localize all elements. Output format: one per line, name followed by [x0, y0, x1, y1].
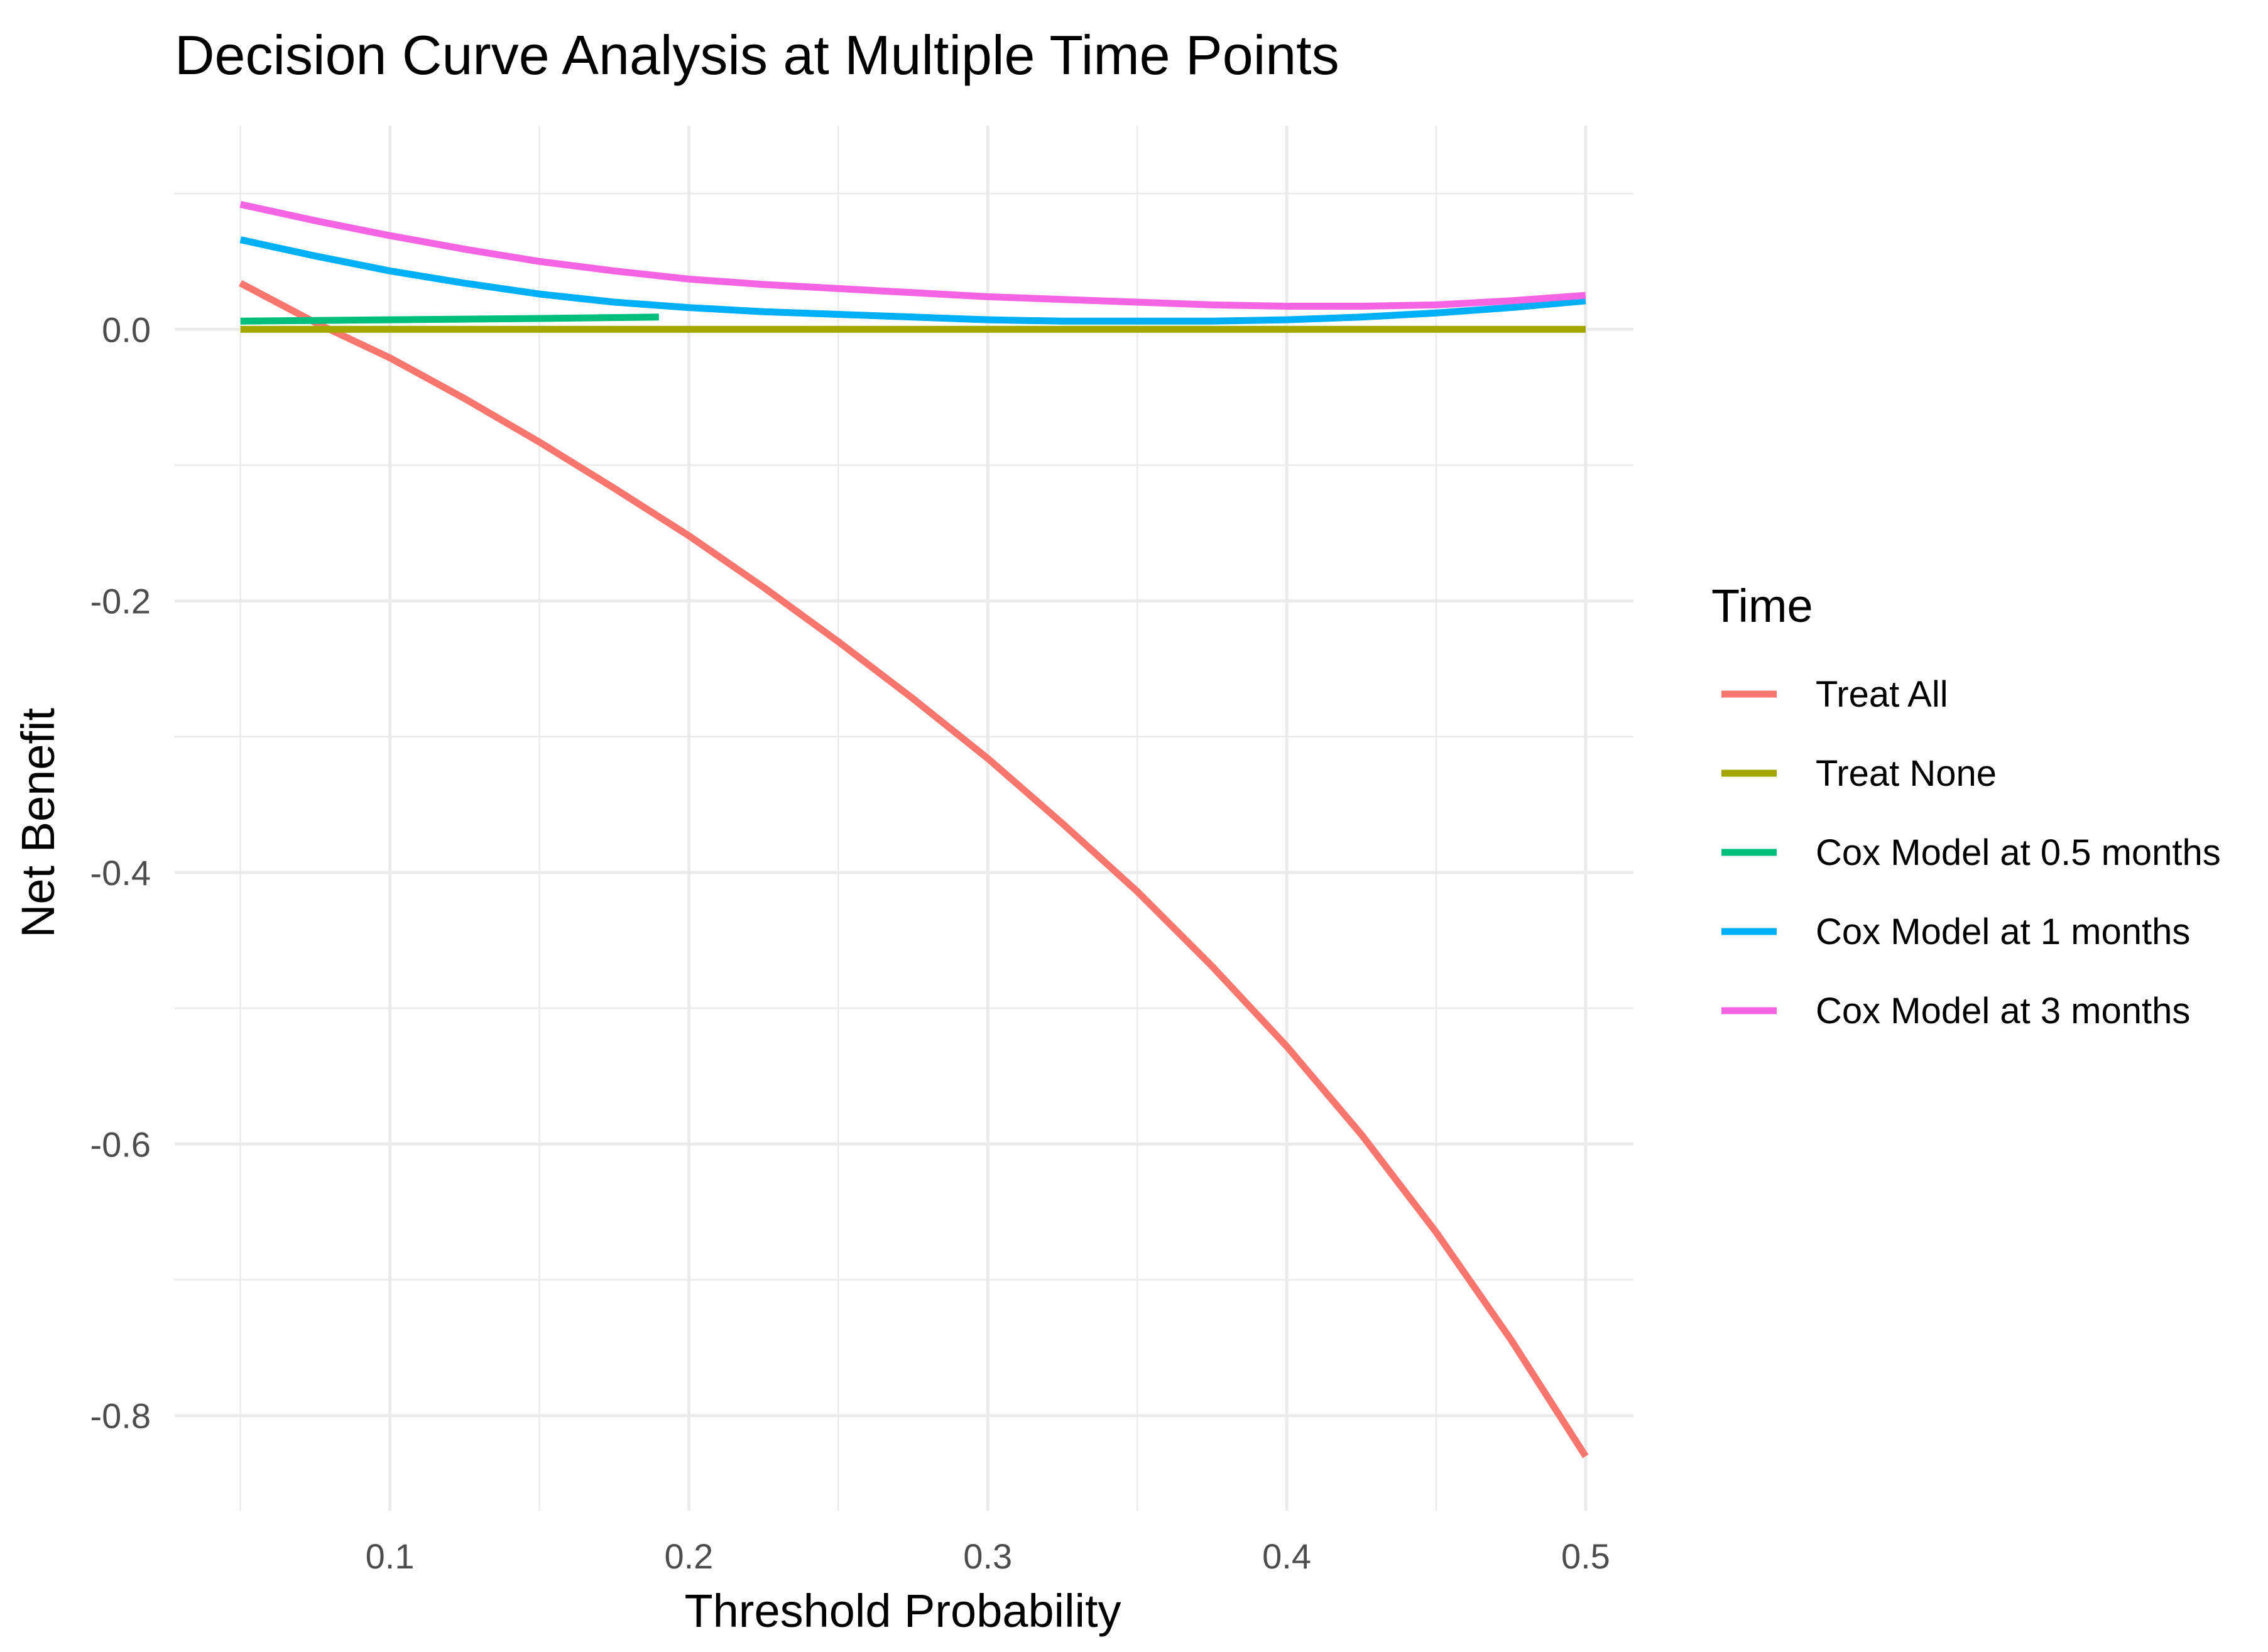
y-tick-label: 0.0	[102, 310, 151, 349]
chart-title: Decision Curve Analysis at Multiple Time…	[175, 24, 1339, 86]
y-tick-label: -0.4	[90, 853, 151, 893]
legend: Time Treat All Treat None Cox Model at 0.5…	[1711, 580, 2221, 1031]
x-tick-label: 0.5	[1561, 1536, 1610, 1576]
legend-label-treat-none: Treat None	[1816, 753, 1997, 794]
legend-label-cox-model-at-1-months: Cox Model at 1 months	[1816, 911, 2190, 952]
y-tick-label: -0.2	[90, 582, 151, 621]
x-tick-label: 0.3	[963, 1536, 1012, 1576]
legend-label-cox-model-at-3-months: Cox Model at 3 months	[1816, 991, 2190, 1031]
x-tick-label: 0.1	[366, 1536, 415, 1576]
series-line-cox-model-at-1-months	[239, 236, 1586, 325]
x-tick-label: 0.4	[1262, 1536, 1311, 1576]
series-line-cox-model-at-3-months	[239, 201, 1586, 310]
y-axis-title: Net Benefit	[12, 708, 64, 938]
legend-title: Time	[1711, 580, 1813, 632]
series-line-treat-all	[239, 280, 1589, 1459]
x-tick-label: 0.2	[664, 1536, 713, 1576]
x-axis-title: Threshold Probability	[684, 1585, 1121, 1637]
series-line-cox-model-at-0-5-months	[240, 313, 659, 325]
y-tick-label: -0.6	[90, 1124, 151, 1164]
grid-layer	[175, 126, 1633, 1511]
tick-layer: 0.1 0.2 0.3 0.4 0.5 0.0 -0.2 -0.4 -0.6 -0.8	[90, 310, 1610, 1576]
legend-label-cox-model-at-0-5-months: Cox Model at 0.5 months	[1816, 832, 2221, 873]
legend-label-treat-all: Treat All	[1816, 674, 1948, 715]
y-tick-label: -0.8	[90, 1396, 151, 1436]
legend-items: Treat All Treat None Cox Model at 0.5 mont…	[1721, 674, 2221, 1031]
series-layer	[239, 201, 1589, 1459]
